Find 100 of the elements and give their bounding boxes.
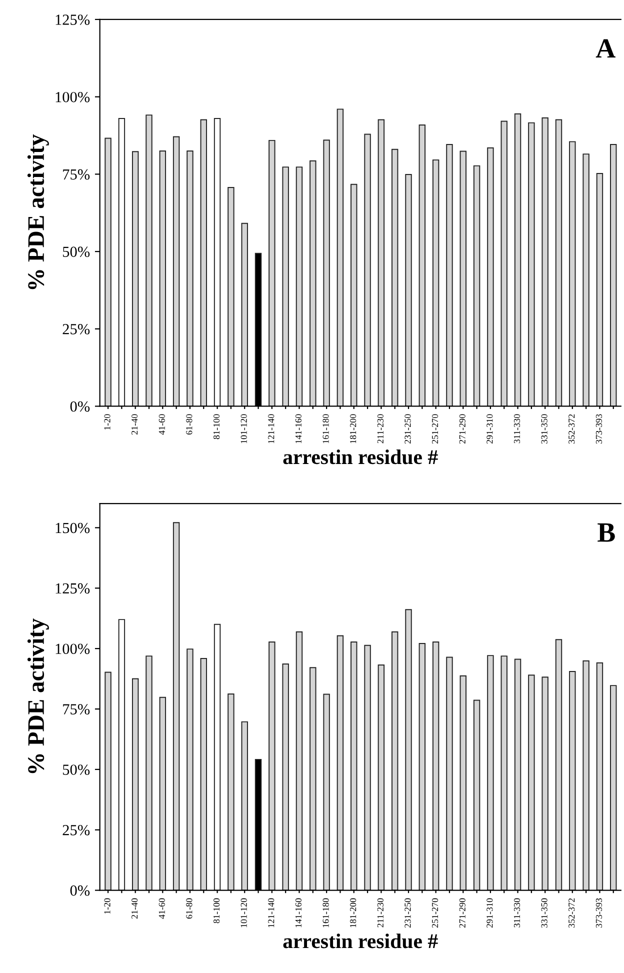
bar — [350, 184, 358, 406]
x-tick-label: 21-40 — [132, 898, 138, 919]
text: A — [596, 39, 616, 58]
x-tick-label: 21-40 — [132, 414, 138, 435]
x-tick-label: 331-350 — [541, 898, 548, 928]
bar — [200, 119, 207, 406]
bar — [310, 160, 316, 406]
x-tick-label: 61-80 — [186, 414, 192, 435]
y-tick-label: 0% — [70, 401, 90, 412]
x-tick-label: 121-140 — [268, 414, 274, 444]
bar — [364, 644, 371, 890]
bar — [405, 609, 412, 890]
bar — [418, 124, 426, 406]
bar — [610, 685, 617, 890]
x-tick-label: 251-270 — [432, 414, 438, 444]
bar — [596, 662, 604, 890]
bar — [569, 671, 576, 890]
y-axis-title: % PDE activity — [27, 134, 49, 290]
bar — [405, 174, 412, 406]
x-tick-label: 81-100 — [213, 414, 220, 440]
bar — [104, 672, 112, 890]
bar — [296, 166, 303, 406]
bar — [473, 165, 480, 406]
y-tick-label: 125% — [56, 583, 90, 594]
bar — [132, 678, 139, 890]
x-tick-label: 211-230 — [377, 898, 384, 928]
bar — [159, 150, 166, 406]
bar — [214, 624, 221, 890]
y-tick-label: 75% — [63, 704, 90, 714]
bar — [268, 140, 276, 406]
y-tick-label: 25% — [62, 825, 90, 836]
x-tick-label: 161-180 — [322, 898, 329, 928]
x-axis-title: arrestin residue # — [283, 450, 438, 464]
bar — [378, 119, 385, 406]
bar — [159, 696, 166, 890]
bar — [460, 150, 466, 406]
y-tick-label: 75% — [63, 169, 90, 180]
bar — [323, 694, 330, 890]
bar — [282, 664, 289, 890]
bar — [555, 119, 562, 406]
bar — [514, 113, 522, 406]
x-tick-label: 1-20 — [104, 898, 110, 914]
bar — [473, 700, 480, 890]
bar — [310, 667, 316, 890]
x-tick-label: 141-160 — [295, 414, 302, 444]
x-tick-label: 311-330 — [514, 414, 520, 444]
x-tick-label: 311-330 — [514, 898, 520, 928]
x-tick-label: 181-200 — [350, 414, 356, 444]
bar — [118, 619, 126, 890]
x-tick-label: 161-180 — [322, 414, 329, 444]
bar — [391, 631, 398, 890]
bar — [446, 144, 453, 406]
bar — [186, 150, 194, 406]
bar — [364, 134, 371, 406]
bar — [446, 656, 453, 890]
x-tick-label: 1-20 — [104, 414, 110, 430]
bar — [336, 108, 344, 406]
x-tick-label: 291-310 — [486, 414, 493, 444]
x-tick-label: 291-310 — [486, 898, 493, 928]
y-tick-label: 50% — [63, 246, 90, 258]
bar — [432, 159, 440, 406]
bar — [528, 674, 535, 890]
bar — [282, 166, 289, 406]
x-tick-label: 181-200 — [350, 898, 356, 928]
bar — [569, 141, 576, 406]
bar — [596, 173, 604, 406]
bar — [487, 655, 494, 890]
bar — [500, 656, 508, 890]
bar — [200, 658, 207, 890]
x-tick-label: 373-393 — [596, 414, 602, 444]
x-tick-label: 271-290 — [459, 414, 466, 444]
x-tick-label: 101-120 — [240, 414, 247, 444]
bar — [172, 522, 180, 890]
text: B — [598, 523, 615, 542]
y-tick-label: 125% — [56, 14, 90, 25]
bar — [432, 642, 440, 890]
bar — [555, 639, 562, 890]
bar — [487, 147, 494, 406]
x-tick-label: 373-393 — [596, 898, 602, 928]
bar — [146, 656, 152, 890]
x-tick-label: 41-60 — [158, 898, 165, 919]
bar — [582, 154, 590, 406]
bar — [172, 136, 180, 406]
bar — [228, 186, 234, 406]
y-tick-label: 100% — [56, 644, 90, 654]
bar — [214, 118, 221, 406]
bar — [500, 120, 508, 406]
x-tick-label: 101-120 — [240, 898, 247, 928]
x-tick-label: 231-250 — [404, 898, 411, 928]
bar — [336, 635, 344, 890]
bar — [323, 140, 330, 406]
y-tick-label: 150% — [56, 522, 90, 534]
x-tick-label: 81-100 — [213, 898, 220, 924]
x-tick-label: 331-350 — [541, 414, 548, 444]
bar — [241, 222, 248, 406]
bar — [268, 642, 276, 890]
bar — [391, 148, 398, 406]
bar — [228, 694, 234, 890]
x-tick-label: 211-230 — [377, 414, 384, 444]
x-tick-label: 251-270 — [432, 898, 438, 928]
